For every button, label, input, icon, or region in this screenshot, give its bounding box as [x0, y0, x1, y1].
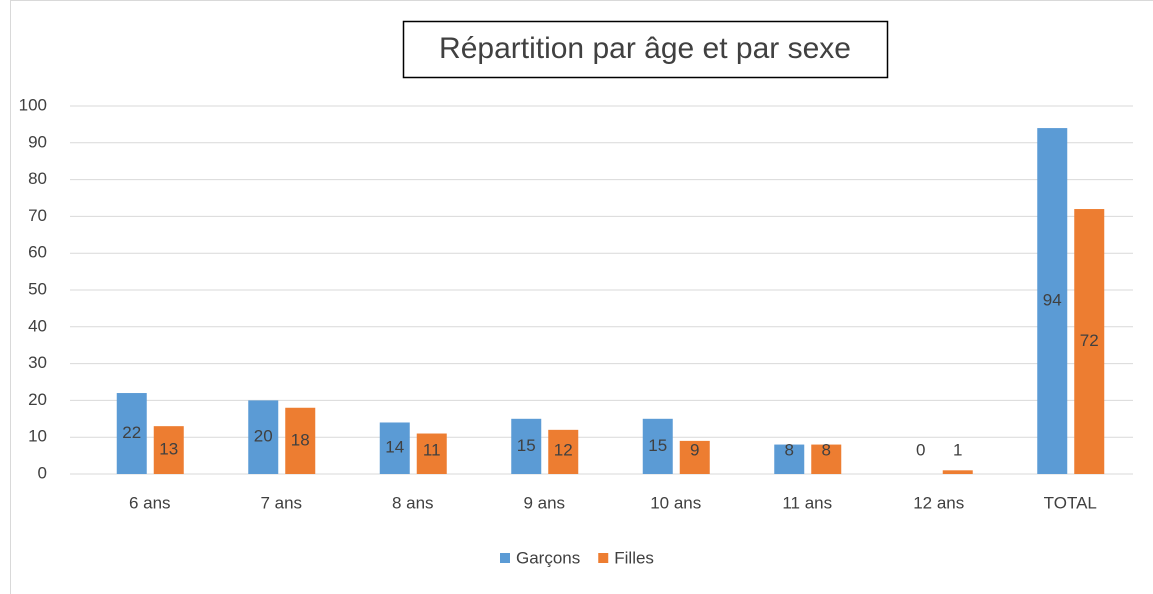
bar [511, 418, 542, 474]
bar [811, 444, 842, 474]
data-label: 22 [122, 423, 141, 442]
bar [548, 429, 579, 474]
y-tick-label: 100 [19, 95, 47, 114]
bar [1037, 128, 1068, 474]
bar [642, 418, 673, 474]
title-box [402, 20, 889, 79]
bar [416, 433, 447, 474]
bar [679, 440, 710, 474]
legend-label: Filles [614, 548, 654, 567]
x-tick-label: 12 ans [913, 493, 964, 512]
y-tick-label: 60 [28, 243, 47, 262]
legend-label: Garçons [516, 548, 580, 567]
bar [379, 422, 410, 474]
data-label: 13 [159, 440, 178, 459]
x-tick-label: TOTAL [1044, 493, 1097, 512]
x-tick-label: 8 ans [392, 493, 434, 512]
x-tick-label: 11 ans [782, 493, 832, 512]
data-label: 72 [1080, 331, 1099, 350]
y-tick-label: 70 [28, 206, 47, 225]
bar [942, 470, 973, 474]
x-tick-label: 10 ans [650, 493, 701, 512]
y-tick-label: 0 [38, 463, 47, 482]
bar [1074, 209, 1105, 475]
x-tick-label: 9 ans [523, 493, 565, 512]
data-label: 18 [291, 430, 310, 449]
bar [116, 393, 147, 474]
data-label: 15 [517, 436, 536, 455]
data-label: 1 [953, 440, 962, 459]
data-label: 9 [690, 440, 699, 459]
data-label: 11 [423, 440, 441, 459]
data-label: 14 [385, 438, 404, 457]
legend-swatch [598, 553, 609, 563]
y-tick-label: 80 [28, 169, 47, 188]
data-label: 8 [785, 440, 794, 459]
y-tick-label: 50 [28, 279, 47, 298]
legend-swatch [500, 553, 510, 563]
chart-border [10, 0, 1153, 594]
x-tick-label: 6 ans [129, 493, 171, 512]
y-tick-label: 20 [28, 390, 47, 409]
y-tick-label: 30 [28, 353, 47, 372]
y-tick-label: 90 [28, 132, 47, 151]
chart-title: Répartition par âge et par sexe [439, 32, 851, 65]
data-label: 12 [554, 440, 573, 459]
data-label: 0 [916, 440, 925, 459]
bar [285, 407, 316, 474]
y-tick-label: 40 [28, 316, 47, 335]
bar [248, 400, 279, 474]
data-label: 20 [254, 427, 273, 446]
data-label: 8 [822, 440, 831, 459]
bar [774, 444, 805, 474]
x-tick-label: 7 ans [260, 493, 302, 512]
data-label: 94 [1043, 291, 1062, 310]
bar [153, 426, 184, 474]
y-tick-label: 10 [28, 427, 47, 446]
data-label: 15 [648, 436, 667, 455]
